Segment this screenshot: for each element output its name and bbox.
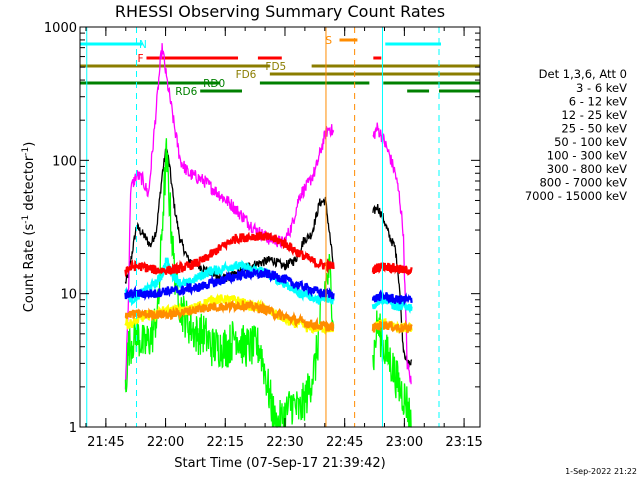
x-tick-label-22:30: 22:30 bbox=[266, 435, 303, 450]
y-tick-label-1: 1 bbox=[69, 421, 77, 436]
x-axis-label: Start Time (07-Sep-17 21:39:42) bbox=[174, 456, 385, 471]
legend-title: Det 1,3,6, Att 0 bbox=[539, 67, 627, 81]
y-axis-label: Count Rate (s-1 detector-1) bbox=[21, 142, 37, 313]
x-tick-label-21:45: 21:45 bbox=[87, 435, 124, 450]
series-100-300kev-seg1 bbox=[371, 262, 413, 276]
y-axis-label-sup1: -1 bbox=[21, 215, 31, 224]
y-tick-label-100: 100 bbox=[52, 154, 77, 169]
flag-label-RD0: RD0 bbox=[203, 78, 225, 90]
y-axis-label-mid: detector bbox=[22, 155, 37, 215]
series-3-6kev-seg1 bbox=[372, 204, 413, 368]
flag-label-S: S bbox=[325, 35, 332, 47]
flag-label-FD5: FD5 bbox=[265, 61, 286, 73]
legend-entry-7000-15000kev: 7000 - 15000 keV bbox=[525, 189, 627, 203]
legend-entry-300-800kev: 300 - 800 keV bbox=[547, 162, 627, 176]
flag-label-F: F bbox=[137, 53, 143, 65]
series-6-12kev-seg0 bbox=[124, 43, 335, 390]
legend-entry-6-12kev: 6 - 12 keV bbox=[569, 95, 627, 109]
event-markers bbox=[86, 27, 440, 427]
series-25-50kev-seg0 bbox=[124, 257, 335, 307]
chart-title: RHESSI Observing Summary Count Rates bbox=[115, 2, 445, 21]
x-tick-label-22:15: 22:15 bbox=[207, 435, 244, 450]
legend-entry-3-6kev: 3 - 6 keV bbox=[576, 81, 627, 95]
y-axis-ticks: 1 10 100 1000 bbox=[44, 21, 480, 436]
series-6-12kev-seg1 bbox=[372, 122, 412, 385]
legend-entry-100-300kev: 100 - 300 keV bbox=[547, 149, 627, 163]
series-3-6kev-seg0 bbox=[124, 147, 334, 284]
series-25-50kev-seg1 bbox=[371, 293, 413, 314]
series-300-800kev-seg1 bbox=[371, 289, 413, 306]
flag-label-N: N bbox=[139, 39, 147, 51]
legend-entry-800-7000kev: 800 - 7000 keV bbox=[539, 176, 627, 190]
series-100-300kev-seg0 bbox=[124, 230, 335, 278]
series-12-25kev-seg0 bbox=[124, 138, 335, 428]
y-axis-label-main: Count Rate (s bbox=[22, 224, 37, 313]
y-axis-label-sup2: -1 bbox=[21, 147, 31, 156]
series-300-800kev-seg0 bbox=[124, 267, 335, 302]
series-800-7000kev-seg1 bbox=[371, 319, 413, 334]
x-tick-label-22:00: 22:00 bbox=[147, 435, 184, 450]
x-tick-label-23:15: 23:15 bbox=[445, 435, 482, 450]
series-800-7000kev-seg0 bbox=[124, 298, 335, 332]
x-tick-label-23:00: 23:00 bbox=[386, 435, 423, 450]
legend-entry-50-100kev: 50 - 100 keV bbox=[554, 135, 627, 149]
count-rate-curves bbox=[124, 43, 413, 428]
legend-entry-12-25kev: 12 - 25 keV bbox=[561, 108, 627, 122]
y-axis-label-end: ) bbox=[22, 142, 37, 147]
plot-frame bbox=[79, 26, 481, 428]
flag-label-RD6: RD6 bbox=[175, 86, 197, 98]
attenuator-flags: NF S FD5 FD6 RD0 RD6 bbox=[80, 35, 480, 98]
flag-label-FD6: FD6 bbox=[236, 69, 257, 81]
y-tick-label-1000: 1000 bbox=[44, 21, 77, 36]
x-axis-ticks: 21:45 22:00 22:15 22:30 22:45 23:00 23:15 bbox=[85, 27, 483, 450]
x-tick-label-22:45: 22:45 bbox=[326, 435, 363, 450]
legend-entry-25-50kev: 25 - 50 keV bbox=[561, 122, 627, 136]
y-tick-label-10: 10 bbox=[60, 288, 77, 303]
generation-timestamp: 1-Sep-2022 21:22 bbox=[565, 467, 637, 476]
